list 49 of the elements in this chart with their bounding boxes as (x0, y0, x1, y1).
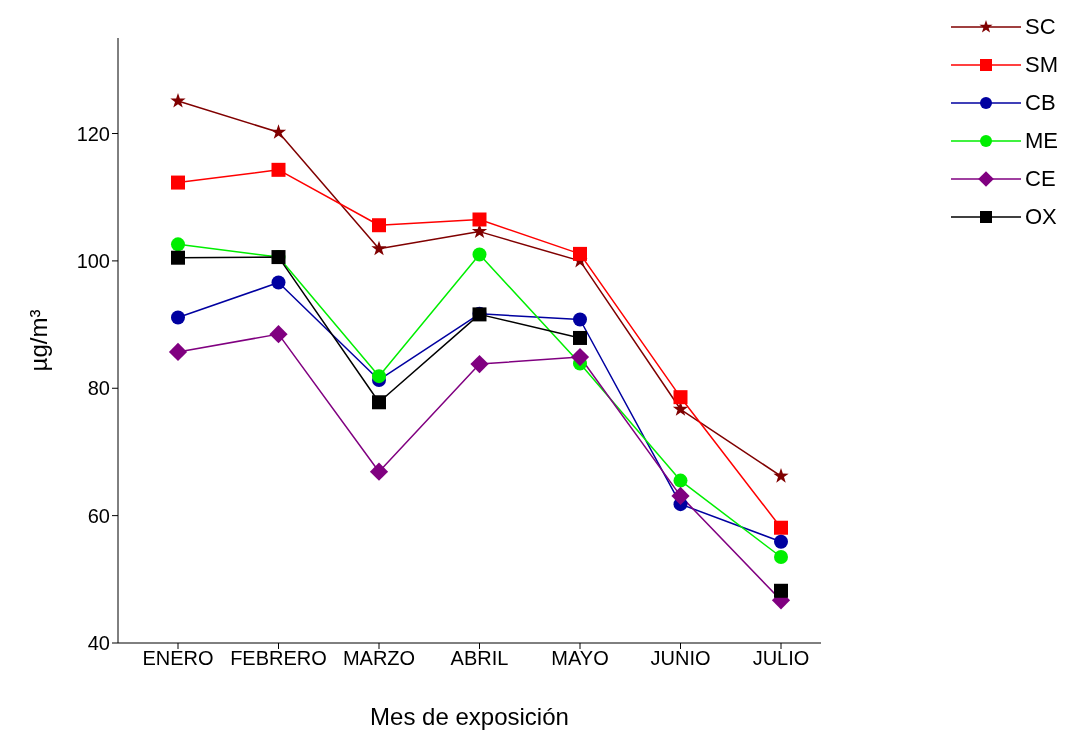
legend-label: OX (1025, 204, 1057, 230)
point (774, 534, 788, 549)
point (573, 246, 587, 261)
y-tick-label: 80 (87, 377, 110, 400)
x-tick-label: FEBRERO (230, 647, 327, 670)
y-axis-title: µg/m³ (24, 309, 52, 372)
point (673, 390, 688, 405)
y-tick-label: 120 (76, 122, 110, 145)
point (171, 250, 185, 265)
legend-label: CB (1025, 90, 1056, 116)
point (570, 347, 590, 367)
point (371, 240, 387, 256)
point (369, 462, 389, 481)
point (271, 275, 286, 290)
y-tick-label: 60 (87, 504, 110, 527)
x-tick-label: MAYO (551, 647, 609, 670)
legend-label: CE (1025, 166, 1056, 192)
point (170, 93, 186, 108)
x-tick-label: ABRIL (450, 647, 509, 670)
x-tick-label: MARZO (342, 647, 416, 670)
x-tick-label: JULIO (752, 647, 810, 670)
point (472, 247, 487, 262)
point (171, 175, 185, 190)
legend-label: ME (1025, 128, 1058, 154)
point (774, 550, 788, 565)
x-tick-label: JUNIO (650, 647, 711, 670)
point (573, 330, 587, 345)
point (168, 342, 188, 362)
point (774, 520, 788, 535)
point (171, 310, 185, 325)
y-tick-label: 100 (76, 249, 110, 272)
point (774, 583, 788, 598)
legend-label: SC (1025, 14, 1056, 40)
point (470, 354, 489, 374)
point (372, 395, 386, 410)
x-axis-title: Mes de exposición (370, 703, 569, 731)
point (773, 468, 789, 483)
point (671, 486, 690, 505)
y-tick-label: 40 (87, 632, 110, 655)
point (573, 312, 587, 327)
point (372, 218, 386, 233)
point (171, 237, 185, 252)
legend-label: SM (1025, 52, 1058, 78)
x-tick-label: ENERO (142, 647, 214, 670)
point (271, 162, 286, 177)
point (472, 212, 487, 227)
point (269, 325, 288, 344)
point (270, 124, 287, 139)
point (673, 473, 688, 488)
